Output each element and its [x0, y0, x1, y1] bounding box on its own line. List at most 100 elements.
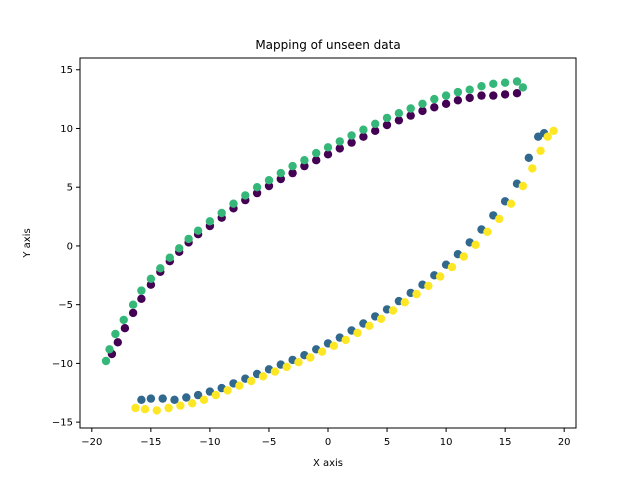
data-point	[506, 199, 516, 208]
data-point	[113, 338, 123, 347]
data-point	[453, 87, 463, 97]
data-point	[276, 168, 285, 178]
data-point	[188, 399, 197, 408]
data-point	[137, 294, 146, 303]
series-2	[101, 77, 528, 366]
y-tick-label: −5	[58, 300, 73, 311]
data-point	[111, 329, 120, 339]
data-point	[170, 395, 179, 404]
data-point	[412, 289, 421, 299]
chart-title: Mapping of unseen data	[255, 38, 400, 52]
data-point	[288, 161, 297, 171]
data-point	[371, 126, 380, 135]
data-point	[406, 111, 415, 120]
data-point	[400, 298, 409, 307]
x-tick-label: −20	[81, 437, 102, 448]
data-point	[264, 176, 274, 185]
data-point	[184, 234, 193, 244]
data-point	[518, 83, 528, 92]
data-point	[252, 188, 262, 198]
data-point	[536, 146, 545, 155]
data-point	[394, 109, 404, 118]
data-point	[323, 143, 333, 152]
data-point	[258, 372, 268, 381]
data-point	[430, 103, 439, 112]
data-point	[341, 335, 350, 345]
data-point	[347, 138, 356, 147]
data-point	[152, 406, 161, 415]
data-point	[217, 208, 226, 218]
data-point	[512, 89, 522, 98]
data-point	[500, 90, 510, 99]
data-point	[382, 120, 392, 130]
data-point	[270, 367, 280, 376]
data-point	[465, 85, 474, 94]
data-point	[205, 217, 215, 226]
data-point	[300, 156, 309, 165]
y-tick-label: 15	[60, 65, 73, 76]
x-tick-label: −5	[262, 437, 277, 448]
data-point	[276, 174, 285, 184]
y-tick-label: 0	[67, 241, 73, 252]
data-point	[528, 164, 537, 173]
data-point	[353, 328, 362, 338]
data-point	[211, 390, 220, 400]
data-point	[105, 345, 114, 354]
data-point	[223, 386, 232, 395]
data-point	[164, 403, 173, 413]
data-point	[193, 390, 203, 400]
x-axis: −20 −15 −10 −5 0 5 10 15 20	[81, 428, 571, 448]
data-point	[128, 300, 138, 309]
data-point	[376, 314, 386, 323]
data-point	[441, 99, 451, 109]
data-point	[146, 274, 156, 283]
data-point	[199, 395, 209, 404]
data-point	[294, 358, 303, 367]
data-point	[146, 280, 156, 289]
y-tick-label: −10	[52, 359, 73, 370]
y-tick-label: 5	[67, 183, 73, 194]
data-point	[229, 199, 238, 208]
x-tick-label: 5	[384, 437, 390, 448]
data-point	[459, 252, 468, 261]
plot-area	[79, 57, 577, 429]
data-point	[436, 272, 445, 281]
data-point	[312, 148, 321, 158]
data-point	[477, 82, 486, 91]
data-point	[447, 262, 457, 272]
data-point	[176, 401, 185, 410]
data-point	[394, 116, 404, 125]
data-point	[252, 183, 262, 192]
data-point	[140, 405, 150, 414]
data-point	[359, 125, 368, 134]
data-point	[288, 168, 297, 178]
data-point	[146, 394, 156, 403]
data-point	[300, 161, 309, 171]
points-layer	[101, 77, 558, 415]
series-3	[131, 126, 558, 415]
y-tick-label: 10	[60, 124, 73, 135]
data-point	[382, 113, 392, 123]
x-tick-label: −10	[199, 437, 220, 448]
data-point	[120, 324, 130, 333]
data-point	[418, 99, 427, 109]
data-point	[477, 91, 486, 100]
x-tick-label: 20	[558, 437, 571, 448]
data-point	[471, 240, 480, 249]
x-axis-label: X axis	[313, 458, 343, 469]
y-axis: −15 −10 −5 0 5 10 15	[52, 65, 80, 429]
data-point	[453, 96, 463, 105]
data-point	[347, 131, 356, 140]
data-point	[418, 106, 427, 116]
data-point	[156, 264, 165, 273]
data-point	[512, 77, 522, 86]
data-point	[165, 253, 174, 262]
data-point	[518, 181, 528, 191]
data-point	[193, 226, 203, 235]
x-tick-label: 0	[325, 437, 331, 448]
plot-frame	[80, 58, 576, 428]
data-point	[335, 144, 344, 153]
data-point	[465, 93, 474, 103]
data-point	[101, 356, 111, 366]
